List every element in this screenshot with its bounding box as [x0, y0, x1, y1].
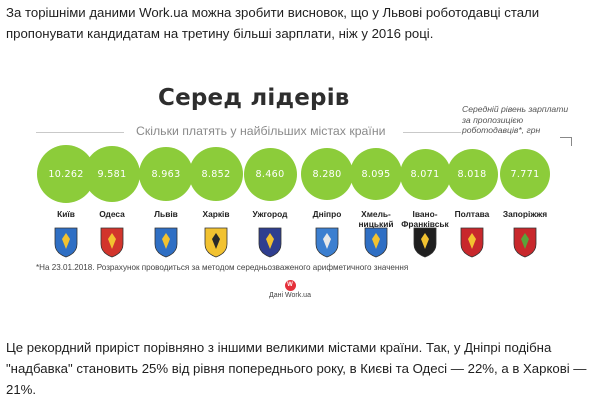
bubble-9: 8.018	[446, 148, 498, 200]
city-label: Хмель- ницький	[358, 209, 394, 229]
subtitle-row: Скільки платять у найбільших містах краї…	[36, 122, 461, 142]
poltava-crest-icon	[458, 226, 486, 258]
bubble-2: 9.581	[84, 146, 140, 202]
bubble-5: 8.460	[243, 147, 297, 201]
odesa-crest-icon	[98, 226, 126, 258]
city-label: Полтава	[454, 209, 490, 219]
source-credit: W Дані Work.ua	[258, 280, 322, 299]
city-label: Запоріжжя	[502, 209, 548, 219]
city-label: Івано- Франківськ	[401, 209, 449, 229]
city-label: Дніпро	[312, 209, 342, 219]
infographic-subtitle: Скільки платять у найбільших містах краї…	[136, 124, 386, 138]
source-text: Дані Work.ua	[269, 292, 311, 299]
subtitle-rule-right	[403, 132, 461, 133]
bubble-value: 8.280	[312, 168, 342, 180]
salary-infographic: Серед лідерів Скільки платять у найбільш…	[0, 80, 600, 302]
workua-logo-icon: W	[284, 280, 296, 291]
ivano-frankivsk-crest-icon	[411, 226, 439, 258]
infographic-title: Серед лідерів	[158, 85, 350, 111]
bubble-value: 8.018	[457, 168, 487, 180]
bubble-7: 8.095	[350, 148, 402, 200]
bubble-chart: 10.262 Київ 9.581 Одеса 8.963 Львів 8.852 Харкі…	[0, 80, 600, 280]
kharkiv-crest-icon	[202, 226, 230, 258]
bubble-value: 8.852	[201, 168, 231, 180]
city-label: Одеса	[99, 209, 125, 219]
bubble-3: 8.963	[139, 147, 193, 201]
bubble-4: 8.852	[189, 147, 243, 201]
lviv-crest-icon	[152, 226, 180, 258]
bubble-6: 8.280	[301, 148, 353, 200]
bubble-10: 7.771	[500, 149, 550, 199]
bubble-8: 8.071	[399, 148, 451, 200]
bubble-value: 8.071	[410, 168, 440, 180]
city-label: Ужгород	[252, 209, 288, 219]
dnipro-crest-icon	[313, 226, 341, 258]
kyiv-crest-icon	[52, 226, 80, 258]
bubble-value: 9.581	[97, 168, 127, 180]
city-label: Харків	[202, 209, 230, 219]
unit-note: Середній рівень зарплати за пропозицією …	[462, 104, 569, 135]
uzhhorod-crest-icon	[256, 226, 284, 258]
city-label: Київ	[57, 209, 75, 219]
outro-paragraph: Це рекордний приріст порівняно з іншими …	[6, 340, 587, 397]
zaporizhzhia-crest-icon	[511, 226, 539, 258]
bubble-value: 7.771	[510, 168, 540, 180]
city-label: Львів	[154, 209, 178, 219]
bubble-value: 10.262	[48, 168, 84, 180]
bubble-value: 8.963	[151, 168, 181, 180]
bubble-value: 8.095	[361, 168, 391, 180]
intro-paragraph: За торішніми даними Work.ua можна зробит…	[6, 5, 540, 41]
note-bracket	[560, 137, 572, 146]
subtitle-rule-left	[36, 132, 124, 133]
footnote: *На 23.01.2018. Розрахунок проводиться з…	[36, 263, 409, 272]
bubble-value: 8.460	[255, 168, 285, 180]
khmelnytskyi-crest-icon	[362, 226, 390, 258]
